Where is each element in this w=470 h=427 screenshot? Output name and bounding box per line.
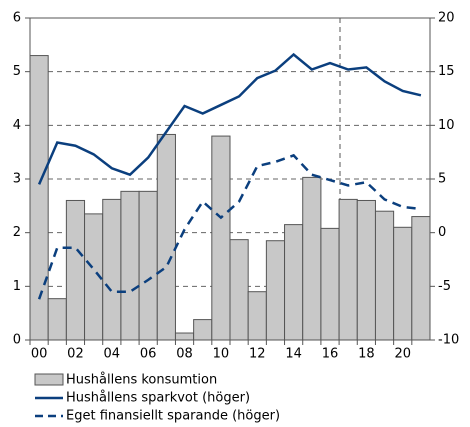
y-tick-label: 6 [13,11,21,26]
bar [174,332,195,341]
bar [356,199,376,341]
x-tick-label: 18 [358,347,375,362]
x-tick-label: 04 [104,347,121,362]
line [37,52,422,185]
y2-tick-label: -5 [438,279,451,294]
x-tick-label: 20 [394,347,411,362]
line [37,153,422,300]
legend-label: Hushållens konsumtion [66,373,217,388]
bar [102,198,122,341]
y2-tick-label: 15 [438,64,455,79]
bar [156,133,176,341]
y-tick-label: 4 [13,118,21,133]
bar [47,298,67,341]
y-tick-label: 5 [13,64,21,79]
legend-swatch [34,373,64,386]
y-tick-label: 2 [13,225,21,240]
x-tick-label: 00 [31,347,48,362]
legend-label: Hushållens sparkvot (höger) [66,391,250,406]
legend-label: Eget finansiellt sparande (höger) [66,409,280,424]
y2-tick-label: 20 [438,11,455,26]
y2-tick-label: 0 [438,225,446,240]
bar [302,176,322,341]
x-tick-label: 16 [322,347,339,362]
bar [193,319,213,341]
bar [138,190,158,341]
y2-tick-label: 5 [438,172,446,187]
bar [211,135,231,341]
bar [247,291,267,341]
bar [411,216,431,341]
bar [265,240,286,341]
bar [338,198,358,341]
bar [120,190,140,341]
x-tick-label: 06 [140,347,157,362]
x-tick-label: 12 [249,347,266,362]
x-tick-label: 08 [176,347,193,362]
x-tick-label: 14 [285,347,302,362]
x-tick-label: 10 [213,347,230,362]
y-tick-label: 1 [13,279,21,294]
bar [374,210,395,341]
y-tick-label: 0 [13,333,21,348]
y2-tick-label: 10 [438,118,455,133]
y2-tick-label: -10 [438,333,459,348]
x-tick-label: 02 [67,347,84,362]
bar [393,226,413,341]
y-tick-label: 3 [13,172,21,187]
bar [65,199,86,341]
bar [284,224,304,341]
bar [229,239,249,341]
bar [320,227,340,341]
